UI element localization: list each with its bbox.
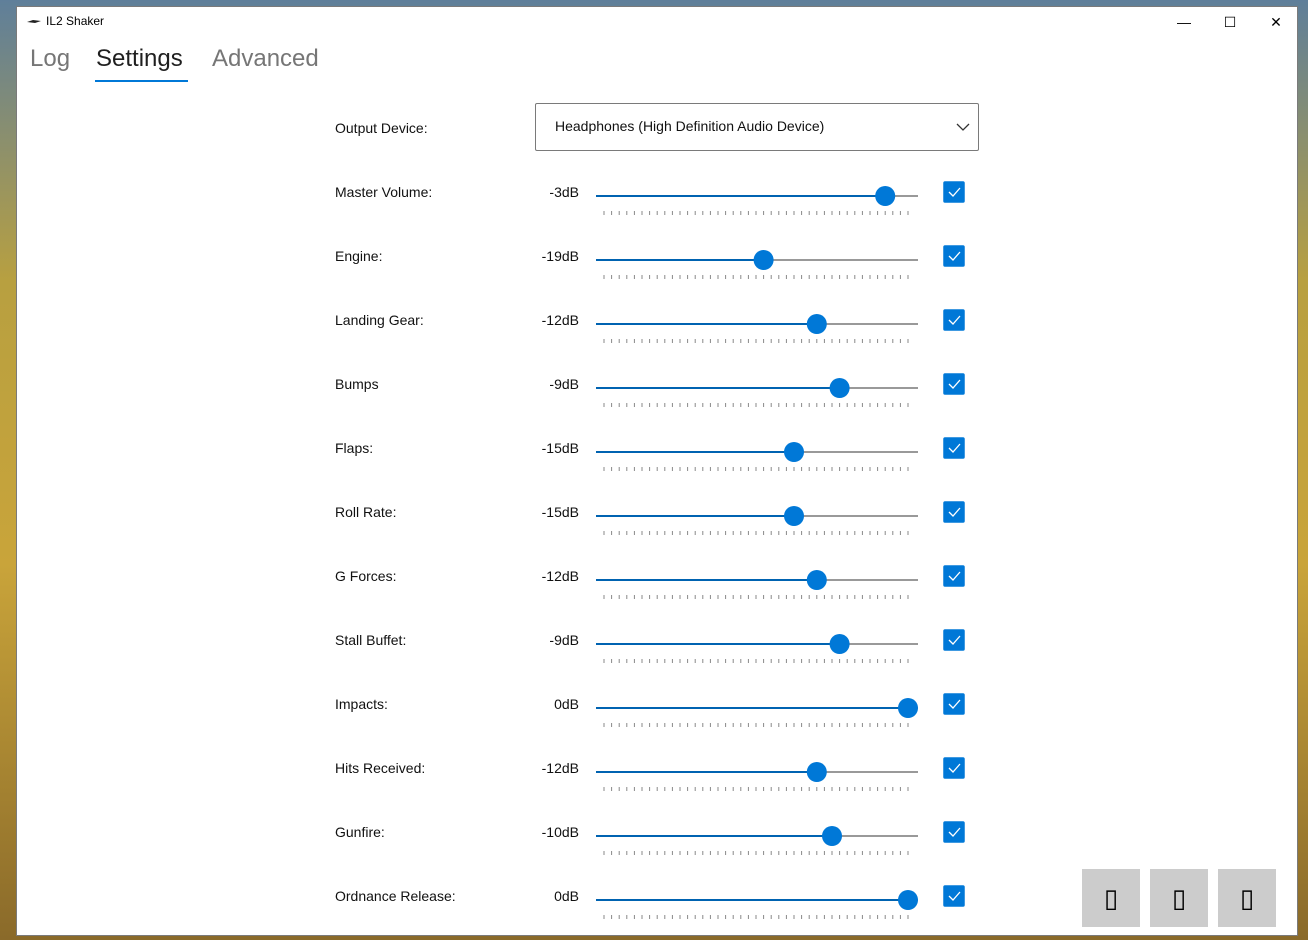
row-value: -12dB	[541, 568, 579, 584]
slider-thumb[interactable]	[753, 250, 774, 270]
button[interactable]: ▯	[1218, 869, 1276, 927]
slider-thumb[interactable]	[829, 378, 850, 398]
button[interactable]: ▯	[1150, 869, 1208, 927]
row-value: -9dB	[549, 376, 579, 392]
row-value: -15dB	[541, 440, 579, 456]
slider-thumb[interactable]	[806, 314, 827, 334]
slider-thumb[interactable]	[784, 442, 804, 462]
checkbox[interactable]	[943, 757, 965, 779]
checkbox[interactable]	[943, 821, 965, 843]
checkbox[interactable]	[943, 181, 965, 203]
slider-thumb[interactable]	[875, 186, 896, 206]
window-title: IL2 Shaker	[46, 14, 105, 28]
row-label: Hits Received:	[335, 760, 426, 776]
checkmark	[948, 315, 961, 325]
row-label: Ordnance Release:	[335, 888, 456, 904]
row-value: -12dB	[541, 312, 579, 328]
checkbox[interactable]	[943, 501, 965, 523]
row-value: 0dB	[554, 696, 579, 712]
sliders	[596, 181, 965, 919]
checkbox[interactable]	[943, 693, 965, 715]
checkmark	[948, 699, 961, 709]
close[interactable]: ✕	[1270, 14, 1282, 30]
row-label: Landing Gear:	[335, 312, 424, 328]
row-label: Stall Buffet:	[335, 632, 407, 648]
output-device-label: Output Device:	[335, 120, 428, 136]
tab-underline	[95, 80, 188, 82]
tab[interactable]: Advanced	[212, 45, 319, 72]
tab[interactable]: Log	[30, 45, 71, 72]
row-label: Engine:	[335, 248, 383, 264]
output-device-value: Headphones (High Definition Audio Device…	[555, 118, 825, 134]
row-label: Impacts:	[335, 696, 388, 712]
checkbox[interactable]	[943, 885, 965, 907]
row-value: -19dB	[541, 248, 579, 264]
maximize[interactable]: ☐	[1223, 14, 1237, 30]
slider-thumb[interactable]	[784, 506, 804, 526]
checkmark	[948, 635, 961, 645]
row-label: G Forces:	[335, 568, 397, 584]
checkbox[interactable]	[943, 245, 965, 267]
row-label: Master Volume:	[335, 184, 433, 200]
checkmark	[948, 763, 961, 773]
checkbox[interactable]	[943, 373, 965, 395]
row-label: Roll Rate:	[335, 504, 397, 520]
checkbox[interactable]	[943, 309, 965, 331]
slider-thumb[interactable]	[898, 698, 918, 718]
checkmark	[948, 187, 961, 197]
output-device-dropdown[interactable]: Headphones (High Definition Audio Device…	[535, 103, 979, 151]
checkmark	[948, 571, 961, 581]
checkbox[interactable]	[943, 629, 965, 651]
row-label: Bumps	[335, 376, 379, 392]
slider-thumb[interactable]	[822, 826, 842, 846]
row-value: -12dB	[541, 760, 579, 776]
checkmark	[948, 251, 961, 261]
row-value: -3dB	[549, 184, 579, 200]
slider-thumb[interactable]	[806, 570, 827, 590]
checkmark	[948, 507, 961, 517]
checkbox[interactable]	[943, 437, 965, 459]
button[interactable]: ▯	[1082, 869, 1140, 927]
slider-thumb[interactable]	[829, 634, 850, 654]
checkmark	[948, 443, 961, 453]
row-value: -10dB	[541, 824, 579, 840]
row-label: Gunfire:	[335, 824, 385, 840]
window: IL2 Shaker — ☐ ✕ Output Device: Headphon…	[16, 6, 1298, 936]
minimize[interactable]: —	[1177, 14, 1191, 30]
row-value: -15dB	[541, 504, 579, 520]
slider-thumb[interactable]	[898, 890, 918, 910]
app-icon	[27, 20, 41, 23]
row-value: 0dB	[554, 888, 579, 904]
slider-thumb[interactable]	[806, 762, 827, 782]
checkmark	[948, 891, 961, 901]
checkmark	[948, 827, 961, 837]
chevron	[956, 123, 970, 131]
tab[interactable]: Settings	[96, 45, 183, 72]
checkbox[interactable]	[943, 565, 965, 587]
checkmark	[948, 379, 961, 389]
row-label: Flaps:	[335, 440, 374, 456]
row-value: -9dB	[549, 632, 579, 648]
